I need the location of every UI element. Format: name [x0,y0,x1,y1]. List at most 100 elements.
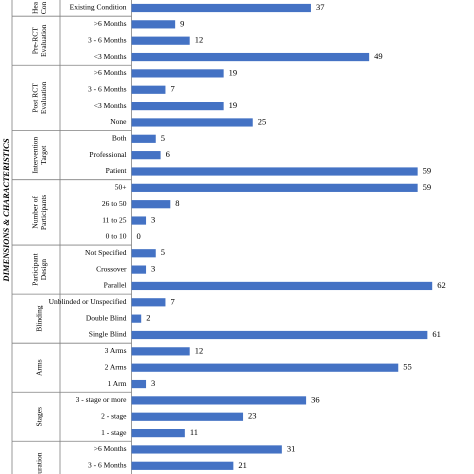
group-label: Participants [39,195,48,230]
bar [131,167,418,176]
category-label: 1 Arm [108,379,127,388]
category-label: 3 - 6 Months [88,35,127,44]
value-label: 61 [432,329,441,339]
value-label: 31 [287,443,296,453]
category-label: Not Specified [85,248,127,257]
value-label: 7 [170,84,174,94]
value-label: 62 [437,280,446,290]
group-label: Con [39,2,48,15]
bar [131,20,176,29]
value-label: 6 [166,149,170,159]
bar [131,118,253,127]
value-label: 59 [423,165,432,175]
bar [131,330,428,340]
value-label: 36 [311,394,320,404]
group-label: Evaluation [39,24,48,57]
value-label: 37 [316,2,325,12]
value-label: 3 [151,264,155,274]
value-label: 8 [175,198,179,208]
bar [131,396,307,405]
value-label: 23 [248,411,256,421]
bar [131,85,166,94]
bar [131,281,433,291]
bar [131,265,147,274]
category-label: >6 Months [94,19,127,28]
category-label: 50+ [115,183,127,192]
group-label: Arms [35,359,44,376]
category-label: 11 to 25 [102,215,127,224]
value-label: 0 [137,231,141,241]
bar [131,36,190,45]
category-label: None [110,117,127,126]
bar [131,461,234,470]
category-label: <3 Months [94,52,127,61]
group-label: Target [39,145,48,165]
value-label: 25 [258,116,267,126]
bar [131,3,311,13]
group-label: Evaluation [39,81,48,114]
value-label: 2 [146,313,150,323]
value-label: 55 [403,362,412,372]
category-label: 3 - stage or more [76,395,127,404]
value-label: 12 [195,35,204,45]
category-label: Crossover [96,264,127,273]
group-label: Post RCT [30,83,39,113]
bar [131,134,156,143]
bar [131,69,224,78]
value-label: 12 [195,345,204,355]
bar [131,314,142,323]
category-label: Patient [106,166,128,175]
category-label: >6 Months [94,68,127,77]
category-label: Professional [89,150,126,159]
category-label: Unblinded or Unspecified [49,297,127,306]
bar [131,445,282,454]
bar [131,363,399,372]
value-label: 19 [229,67,238,77]
group-label: Participant [30,252,39,285]
value-label: 7 [170,296,174,306]
category-label: <3 Months [94,101,127,110]
value-label: 21 [238,460,247,470]
bar [131,429,185,438]
category-label: 3 - 6 Months [88,461,127,470]
category-label: Both [112,134,127,143]
value-label: 11 [190,427,198,437]
category-label: Double Blind [86,313,127,322]
value-label: 3 [151,378,155,388]
category-label: 26 to 50 [102,199,127,208]
group-label: Duration [35,452,44,474]
bar [131,102,224,111]
group-label: Number of [30,196,39,229]
category-label: 0 to 10 [106,232,127,241]
category-label: Existing Condition [70,3,127,12]
bar [131,151,161,160]
bar [131,52,370,62]
value-label: 9 [180,18,184,28]
value-label: 5 [161,133,165,143]
group-label: Blinding [35,305,44,332]
bar [131,298,166,307]
group-label: Pre-RCT [30,27,39,55]
group-label: Intervention [30,137,39,174]
category-label: >6 Months [94,444,127,453]
value-label: 5 [161,247,165,257]
value-label: 3 [151,215,155,225]
category-label: Single Blind [89,330,127,339]
group-label: Stages [35,407,44,427]
value-label: 59 [423,182,432,192]
group-label: Hea [30,1,39,14]
value-label: 49 [374,51,383,61]
category-label: Parallel [104,281,127,290]
axis-title: DIMENSIONS & CHARACTERISTICS [1,138,11,282]
bar [131,200,171,209]
value-label: 19 [229,100,238,110]
category-label: 2 - stage [101,411,127,420]
bar [131,183,418,192]
group-label: Design [39,259,48,280]
bar [131,379,147,389]
bar [131,249,156,258]
category-label: 3 Arms [105,346,127,355]
bar [131,216,147,225]
bar [131,347,190,356]
